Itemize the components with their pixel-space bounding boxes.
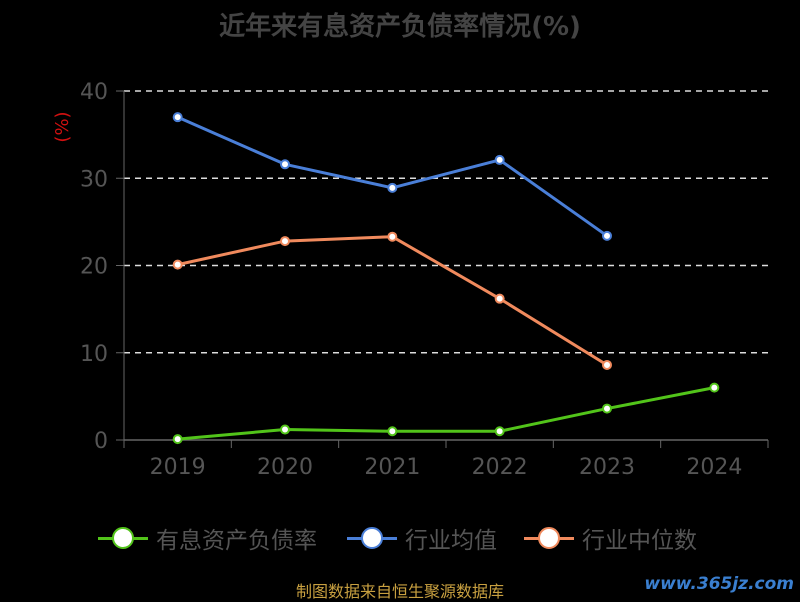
y-tick-label: 0 — [94, 429, 108, 454]
series-layer — [172, 112, 720, 445]
legend-item-interest-debt-ratio[interactable]: 有息资产负债率 — [98, 520, 317, 556]
data-point — [494, 426, 505, 437]
legend-item-industry-average[interactable]: 行业均值 — [347, 520, 497, 556]
chart-title: 近年来有息资产负债率情况(%) — [219, 12, 581, 42]
x-tick-label: 2020 — [257, 455, 313, 480]
data-point — [602, 403, 612, 414]
data-point — [709, 382, 720, 393]
watermark-logo: www.365jz.com — [644, 574, 794, 594]
legend-label: 行业均值 — [405, 528, 497, 554]
legend-swatch — [98, 526, 148, 549]
series-line — [177, 115, 608, 238]
legend-swatch — [347, 526, 397, 549]
data-point — [172, 434, 183, 445]
y-tick-label: 20 — [80, 255, 108, 280]
y-tick-label: 40 — [80, 80, 108, 105]
axes: 0 10 20 30 40 2019 2020 2021 2022 2023 2024 (%) — [52, 80, 769, 480]
legend-marker-icon — [112, 526, 134, 549]
data-point — [280, 159, 290, 170]
legend: 有息资产负债率 行业均值 行业中位数 — [0, 520, 800, 556]
data-point — [494, 293, 505, 304]
legend-label: 有息资产负债率 — [156, 528, 317, 554]
x-tick-label: 2022 — [472, 455, 528, 480]
y-tick-label: 30 — [80, 167, 108, 192]
data-point — [387, 426, 398, 437]
series-line — [177, 235, 608, 367]
y-tick-label: 10 — [80, 342, 108, 367]
data-point — [387, 182, 398, 193]
data-point — [172, 112, 183, 123]
x-tick-label: 2021 — [364, 455, 420, 480]
data-point — [602, 359, 612, 370]
series-0 — [172, 382, 720, 445]
legend-label: 行业中位数 — [582, 528, 697, 554]
legend-marker-icon — [361, 526, 383, 549]
x-tick-label: 2024 — [686, 455, 742, 480]
data-source-note: 制图数据来自恒生聚源数据库 — [295, 582, 504, 601]
x-tick-label: 2023 — [579, 455, 635, 480]
data-point — [280, 424, 290, 435]
legend-item-industry-median[interactable]: 行业中位数 — [524, 520, 697, 556]
x-tick-label: 2019 — [150, 455, 206, 480]
legend-marker-icon — [538, 526, 560, 549]
legend-swatch — [524, 526, 574, 549]
data-point — [494, 154, 505, 165]
series-line — [177, 386, 715, 441]
y-axis-label: (%) — [52, 111, 73, 142]
grid — [124, 90, 768, 354]
data-point — [280, 236, 290, 247]
series-1 — [172, 112, 612, 241]
data-point — [602, 230, 612, 241]
series-2 — [172, 231, 612, 370]
data-point — [172, 259, 183, 270]
data-point — [387, 231, 398, 242]
